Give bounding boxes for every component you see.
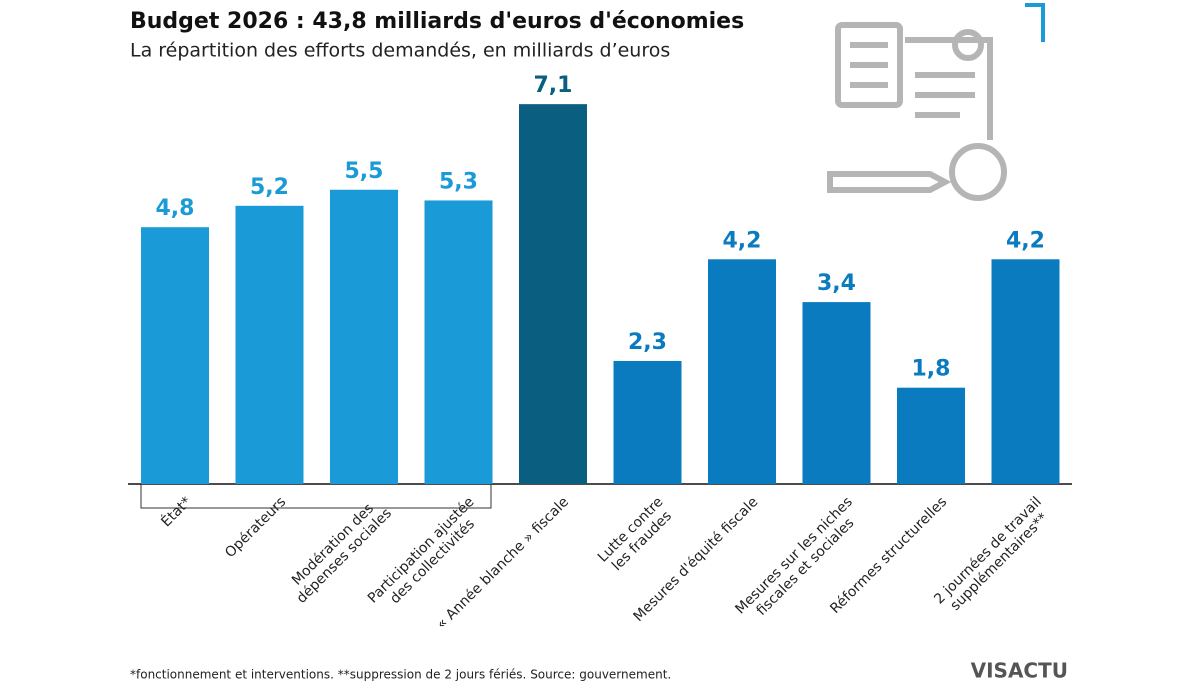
- bar: [613, 360, 682, 484]
- value-label: 5,2: [250, 175, 289, 200]
- chart-title: Budget 2026 : 43,8 milliards d'euros d'é…: [130, 9, 744, 34]
- bar: [424, 200, 493, 484]
- chart-subtitle: La répartition des efforts demandés, en …: [130, 40, 670, 62]
- value-label: 5,3: [439, 169, 478, 194]
- bar: [802, 302, 871, 484]
- value-label: 7,1: [534, 73, 573, 98]
- bar: [519, 104, 587, 485]
- bar: [330, 189, 398, 484]
- value-label: 1,8: [912, 357, 951, 382]
- bar: [708, 259, 776, 484]
- bar: [235, 205, 304, 485]
- corner-decoration: [1025, 3, 1045, 42]
- bar: [897, 387, 965, 484]
- value-label: 2,3: [628, 330, 667, 355]
- value-label: 3,4: [817, 271, 856, 296]
- value-label: 4,2: [1006, 228, 1045, 253]
- value-label: 4,2: [723, 228, 762, 253]
- footnote: *fonctionnement et interventions. **supp…: [130, 668, 671, 682]
- value-label: 5,5: [345, 159, 384, 184]
- bar: [141, 227, 209, 484]
- icon: [827, 22, 1007, 201]
- value-label: 4,8: [156, 196, 195, 221]
- bar: [991, 259, 1060, 484]
- brand: VISACTU: [971, 659, 1068, 683]
